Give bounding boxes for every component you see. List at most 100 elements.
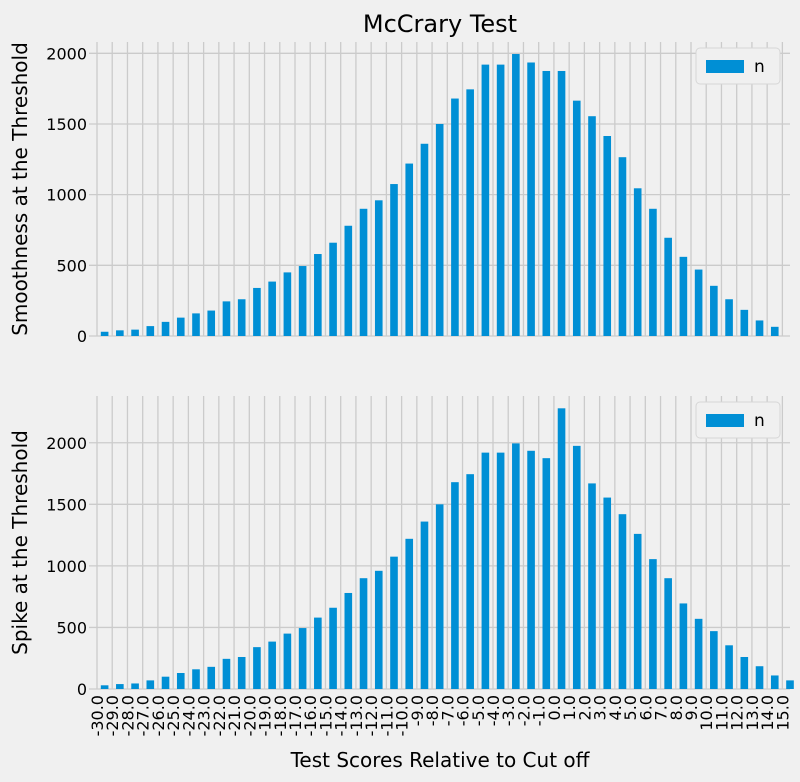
bar-9.0 (679, 603, 688, 689)
y-tick-label: 500 (56, 256, 87, 275)
bar--22.0 (207, 666, 216, 689)
panel-2: 0 500 1000 1500 2000 Spike at the Threshold n -… (8, 396, 794, 736)
x-tick-label: -4.0 (484, 695, 503, 726)
bar--9.0 (405, 538, 414, 689)
bar--27.0 (131, 683, 139, 689)
x-tick-label: 4.0 (606, 695, 625, 720)
x-tick-label: -13.0 (347, 695, 366, 736)
y-axis-title: Spike at the Threshold (8, 430, 32, 655)
bar--25.0 (161, 321, 170, 336)
bar-8.0 (664, 578, 672, 689)
x-tick-label: -2.0 (514, 695, 533, 726)
bar-1.0 (557, 408, 566, 689)
x-tick-label: -8.0 (423, 695, 442, 726)
bar--4.0 (481, 452, 490, 689)
bar--18.0 (268, 641, 276, 689)
y-tick-label: 0 (77, 680, 87, 699)
bar--6.0 (451, 98, 459, 337)
x-axis-title: Test Scores Relative to Cut off (290, 748, 591, 772)
bar--23.0 (192, 313, 200, 336)
bar--3.0 (496, 64, 505, 336)
bar--18.0 (268, 281, 276, 336)
bar--4.0 (481, 64, 490, 336)
x-tick-label: -7.0 (438, 695, 457, 726)
bar--10.0 (390, 184, 398, 336)
x-tick-label: -12.0 (362, 695, 381, 736)
x-tick-label: 1.0 (560, 695, 579, 720)
y-tick-label: 500 (56, 618, 87, 637)
chart-title: McCrary Test (363, 10, 517, 38)
bar--19.0 (253, 287, 261, 336)
x-tick-label: -19.0 (256, 695, 275, 736)
x-tick-label: -30.0 (88, 695, 107, 736)
bar--15.0 (314, 254, 322, 336)
bar-10.0 (694, 618, 703, 689)
x-tick-label: 3.0 (591, 695, 610, 720)
bar-10.0 (694, 269, 703, 336)
bar--22.0 (207, 310, 216, 336)
bar-4.0 (603, 135, 612, 336)
bar--1.0 (527, 62, 535, 337)
legend-label: n (754, 57, 765, 77)
bar--20.0 (237, 299, 246, 336)
bar-3.0 (588, 483, 596, 689)
x-tick-label: 13.0 (743, 695, 762, 731)
x-tick-label: -22.0 (210, 695, 229, 736)
bar--19.0 (253, 647, 261, 689)
bar-5.0 (618, 514, 627, 689)
x-tick-label: -24.0 (179, 695, 198, 736)
x-tick-label: 7.0 (652, 695, 671, 720)
y-tick-label: 1000 (46, 557, 87, 576)
x-tick-label: -16.0 (301, 695, 320, 736)
bar--25.0 (161, 676, 170, 689)
bar--12.0 (359, 208, 368, 336)
bar--11.0 (374, 570, 383, 689)
bar--7.0 (435, 123, 444, 336)
bar--14.0 (329, 242, 337, 336)
x-tick-label: 14.0 (758, 695, 777, 731)
bar--10.0 (390, 556, 398, 689)
bar--2.0 (512, 54, 520, 336)
bar--26.0 (146, 326, 155, 336)
x-tick-label: -28.0 (118, 695, 137, 736)
bar--28.0 (116, 330, 124, 336)
bar-8.0 (664, 237, 672, 336)
bar--29.0 (100, 685, 109, 689)
bar--13.0 (344, 592, 353, 689)
bar--28.0 (116, 684, 124, 689)
bar-9.0 (679, 256, 688, 336)
bar--1.0 (527, 450, 535, 689)
bar--6.0 (451, 482, 459, 689)
bar--24.0 (176, 672, 185, 689)
y-tick-label: 0 (77, 327, 87, 346)
bar--26.0 (146, 680, 155, 689)
x-tick-label: -18.0 (271, 695, 290, 736)
y-tick-label: 1000 (46, 186, 87, 205)
bar--11.0 (374, 200, 383, 336)
bar--8.0 (420, 521, 429, 689)
x-tick-label: -21.0 (225, 695, 244, 736)
x-tick-label: -20.0 (240, 695, 259, 736)
bar--12.0 (359, 578, 368, 689)
bar-13.0 (740, 656, 749, 689)
bar-15.0 (770, 326, 779, 336)
bar--8.0 (420, 143, 429, 336)
x-tick-label: -10.0 (393, 695, 412, 736)
bar-1.0 (557, 70, 566, 337)
bar--20.0 (237, 656, 246, 689)
bar--14.0 (329, 607, 337, 689)
legend-label: n (754, 411, 765, 431)
bar-4.0 (603, 497, 612, 689)
bar-7.0 (649, 559, 657, 689)
x-tick-label: -25.0 (164, 695, 183, 736)
bar--21.0 (222, 301, 231, 336)
bar-14.0 (755, 320, 764, 336)
x-tick-label: -23.0 (195, 695, 214, 736)
bar--27.0 (131, 329, 139, 336)
bar--3.0 (496, 452, 505, 689)
bar--23.0 (192, 669, 200, 689)
y-tick-label: 2000 (46, 44, 87, 63)
bar-2.0 (572, 100, 581, 336)
x-tick-label: -29.0 (103, 695, 122, 736)
bar-2.0 (572, 445, 581, 689)
